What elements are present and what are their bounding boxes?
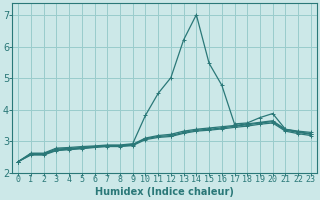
- X-axis label: Humidex (Indice chaleur): Humidex (Indice chaleur): [95, 187, 234, 197]
